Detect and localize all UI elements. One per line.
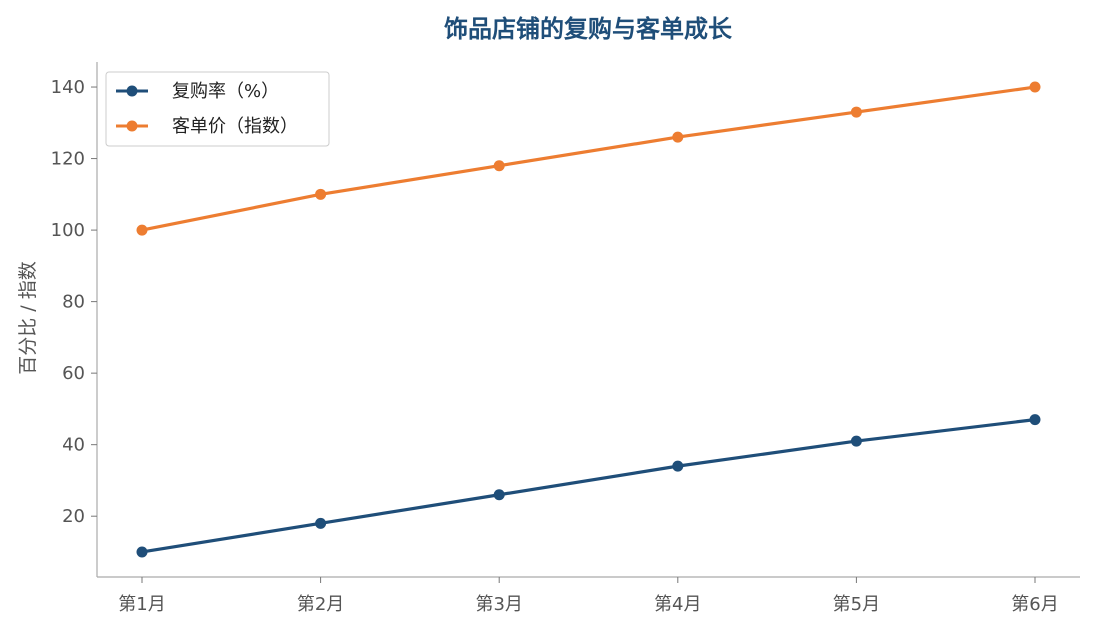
- data-point: [672, 131, 684, 143]
- y-tick-label: 120: [51, 149, 85, 170]
- chart-title: 饰品店铺的复购与客单成长: [444, 15, 733, 43]
- legend-swatch-marker: [126, 85, 138, 97]
- y-tick-label: 20: [62, 506, 85, 527]
- x-tick-label: 第4月: [654, 594, 701, 615]
- y-tick-label: 60: [62, 363, 85, 384]
- series-layer: [136, 81, 1041, 558]
- data-point: [672, 460, 684, 472]
- x-tick-label: 第5月: [833, 594, 880, 615]
- y-tick-label: 100: [51, 220, 85, 241]
- x-tick-label: 第6月: [1011, 594, 1058, 615]
- x-tick-label: 第1月: [118, 594, 165, 615]
- y-tick-label: 40: [62, 435, 85, 456]
- x-tick-label: 第3月: [475, 594, 522, 615]
- data-point: [136, 224, 148, 236]
- data-point: [493, 160, 505, 172]
- legend-label: 客单价（指数）: [172, 116, 298, 137]
- legend: 复购率（%） 客单价（指数）: [105, 71, 330, 147]
- legend-label: 复购率（%）: [172, 81, 279, 102]
- data-point: [136, 546, 148, 558]
- data-point: [315, 188, 327, 200]
- legend-box: [105, 71, 330, 147]
- data-point: [493, 489, 505, 501]
- y-tick-label: 80: [62, 292, 85, 313]
- series-line: [140, 418, 1037, 554]
- data-point: [315, 517, 327, 529]
- data-point: [850, 435, 862, 447]
- y-axis-label: 百分比 / 指数: [17, 261, 39, 374]
- data-point: [1029, 81, 1041, 93]
- x-ticks: 第1月 第2月 第3月 第4月 第5月 第6月: [118, 577, 1059, 615]
- data-point: [1029, 414, 1041, 426]
- series-line: [140, 85, 1037, 232]
- y-ticks: 20 40 60 80 100 120 140: [51, 77, 97, 527]
- data-point: [850, 106, 862, 118]
- legend-swatch-marker: [126, 120, 138, 132]
- y-tick-label: 140: [51, 77, 85, 98]
- x-tick-label: 第2月: [297, 594, 344, 615]
